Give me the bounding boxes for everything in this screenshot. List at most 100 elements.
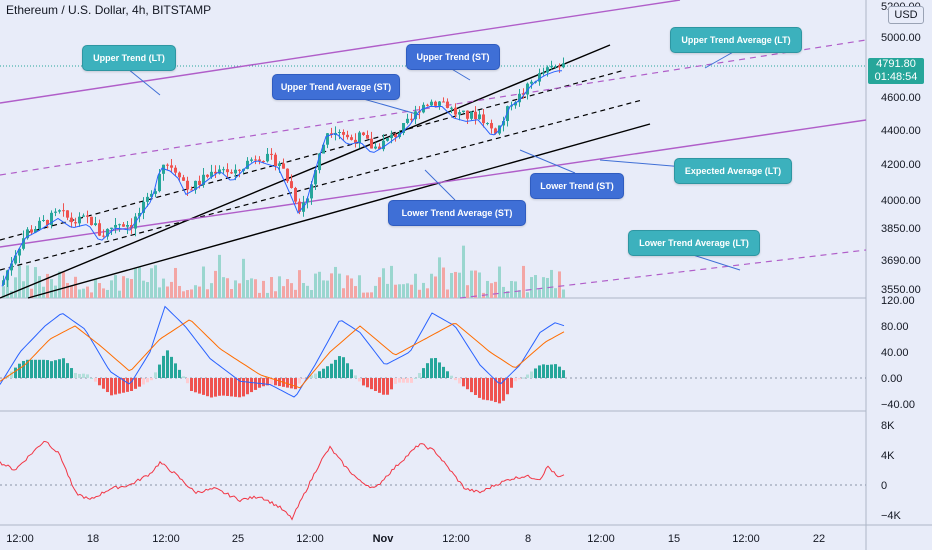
macd-histogram-bar: [146, 378, 149, 383]
candle-body: [262, 160, 265, 162]
volume-bar: [514, 281, 517, 298]
callout-lower-trend-avg-st[interactable]: Lower Trend Average (ST): [388, 200, 526, 226]
macd-histogram-bar: [78, 373, 81, 378]
volume-bar: [550, 269, 553, 298]
volume-bar: [418, 289, 421, 298]
volume-bar: [530, 277, 533, 298]
volume-bar: [458, 272, 461, 298]
callout-lower-trend-avg-lt[interactable]: Lower Trend Average (LT): [628, 230, 760, 256]
volume-bar: [450, 273, 453, 298]
candle-body: [154, 191, 157, 194]
volume-bar: [102, 288, 105, 298]
macd-histogram-bar: [86, 374, 89, 378]
volume-bar: [326, 280, 329, 298]
volume-bar: [506, 291, 509, 298]
volume-bar: [462, 245, 465, 298]
macd-tick-label: 40.00: [881, 347, 909, 359]
volume-bar: [286, 279, 289, 298]
macd-histogram-bar: [358, 378, 361, 382]
candle-body: [478, 114, 481, 120]
volume-bar: [406, 283, 409, 298]
candle-body: [322, 144, 325, 154]
candle-body: [74, 222, 77, 224]
macd-histogram-bar: [534, 368, 537, 378]
candle-body: [410, 118, 413, 120]
volume-bar: [226, 278, 229, 298]
macd-histogram-bar: [470, 378, 473, 393]
candle-body: [390, 134, 393, 139]
candle-body: [90, 216, 93, 226]
candle-body: [378, 146, 381, 150]
volume-bar: [74, 276, 77, 298]
macd-histogram-bar: [458, 378, 461, 384]
ma-line: [1, 70, 563, 287]
volume-bar: [442, 267, 445, 298]
callout-upper-trend-lt[interactable]: Upper Trend (LT): [82, 45, 176, 71]
trendline-lower-avg-lt: [459, 249, 867, 299]
macd-histogram-bar: [226, 378, 229, 396]
macd-histogram-bar: [438, 362, 441, 378]
volume-bar: [518, 290, 521, 298]
macd-histogram-bar: [170, 356, 173, 378]
candle-body: [258, 159, 261, 161]
macd-histogram-bar: [334, 359, 337, 378]
volume-bar: [278, 276, 281, 298]
volume-bar: [538, 289, 541, 298]
volume-bar: [258, 292, 261, 298]
macd-histogram-bar: [486, 378, 489, 401]
osc-tick-label: 0: [881, 480, 887, 492]
candle-body: [350, 137, 353, 140]
volume-bar: [138, 267, 141, 298]
candle-body: [194, 180, 197, 190]
callout-expected-avg-lt[interactable]: Expected Average (LT): [674, 158, 792, 184]
time-tick-label: 12:00: [587, 533, 615, 545]
volume-bar: [370, 292, 373, 298]
macd-histogram-bar: [482, 378, 485, 400]
candle-body: [426, 104, 429, 106]
callout-upper-trend-st[interactable]: Upper Trend (ST): [406, 44, 500, 70]
macd-histogram-bar: [362, 378, 365, 386]
volume-bar: [78, 289, 81, 298]
time-tick-label: 8: [525, 533, 531, 545]
currency-button[interactable]: USD: [888, 6, 924, 24]
macd-histogram-bar: [474, 378, 477, 396]
candle-body: [238, 169, 241, 171]
volume-bar: [166, 286, 169, 298]
macd-histogram-bar: [406, 378, 409, 383]
candle-body: [126, 225, 129, 227]
volume-bar: [498, 266, 501, 298]
candle-body: [402, 122, 405, 134]
macd-histogram-bar: [378, 378, 381, 393]
volume-bar: [366, 292, 369, 298]
volume-bar: [542, 277, 545, 298]
volume-bar: [190, 289, 193, 298]
macd-histogram-bar: [310, 375, 313, 378]
candle-body: [254, 159, 257, 161]
volume-bar: [474, 270, 477, 298]
chart-title: Ethereum / U.S. Dollar, 4h, BITSTAMP: [6, 3, 212, 17]
macd-tick-label: 0.00: [881, 373, 902, 385]
volume-bar: [98, 283, 101, 298]
volume-bar: [222, 277, 225, 298]
callout-upper-trend-avg-st[interactable]: Upper Trend Average (ST): [272, 74, 400, 100]
candle-body: [14, 255, 17, 264]
volume-bar: [274, 291, 277, 298]
volume-bar: [118, 290, 121, 298]
candle-body: [22, 238, 25, 249]
trend-lines: [0, 0, 867, 299]
candle-body: [266, 153, 269, 162]
candle-body: [210, 171, 213, 177]
volume-bar: [14, 277, 17, 298]
callout-upper-trend-avg-lt[interactable]: Upper Trend Average (LT): [670, 27, 802, 53]
callout-lower-trend-st[interactable]: Lower Trend (ST): [530, 173, 624, 199]
candle-body: [230, 172, 233, 174]
macd-histogram-bar: [182, 376, 185, 378]
volume-bar: [414, 273, 417, 298]
macd-histogram-bar: [390, 378, 393, 390]
macd-histogram-bar: [58, 359, 61, 378]
volume-bar: [494, 281, 497, 298]
volume-bar: [158, 287, 161, 298]
trendline-upper-avg-lt: [0, 39, 867, 176]
candle-body: [562, 63, 565, 68]
